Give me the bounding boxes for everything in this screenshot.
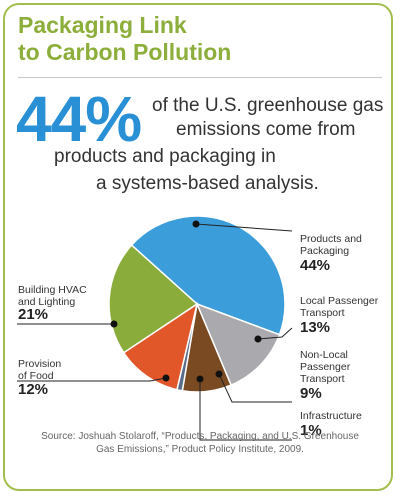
headline-line-4: a systems-based analysis. [96,173,319,194]
dot-hvac [110,320,118,328]
label-hvac-line-2: and Lighting [18,296,76,308]
title-divider [18,77,382,78]
page-title: Packaging Link to Carbon Pollution [18,12,231,66]
label-nonlocal-line-2: Passenger [300,361,351,373]
leader-dots [110,220,262,383]
value-food: 12% [18,381,49,398]
leader-food [17,377,167,382]
label-products-line-2: Packaging [300,245,350,257]
label-nonlocal-line-1: Non-Local [300,349,348,361]
leader-nonlocal [218,373,292,403]
dot-nonlocal [215,370,223,378]
pie-slices [108,215,286,393]
value-local: 13% [300,319,331,336]
title-line-1: Packaging Link [18,12,187,38]
source-note: Source: Joshuah Stolaroff, “Products, Pa… [0,430,400,456]
label-infra-line-1: Infrastructure [300,410,362,422]
value-hvac: 21% [18,306,49,323]
value-infra: 1% [300,422,322,439]
label-hvac-line-1: Building HVAC [18,284,87,296]
value-nonlocal: 9% [300,385,322,402]
pie-slice-provision-of-food [122,302,199,391]
source-line-1: Source: Joshuah Stolaroff, “Products, Pa… [41,431,359,442]
label-food-line-1: Provision [18,358,62,370]
label-local: Local Passenger Transport [300,295,378,319]
headline-line-2: emissions come from [176,119,356,140]
source-line-2: Gas Emissions,” Product Policy Institute… [96,444,304,455]
leader-infra [199,379,292,441]
label-infra: Infrastructure [300,410,362,422]
label-nonlocal: Non-Local Passenger Transport [300,349,350,385]
label-food: Provision of Food [18,358,61,382]
leader-local [257,327,293,340]
label-local-line-2: Transport [300,307,345,319]
headline-line-1: of the U.S. greenhouse gas [152,95,384,116]
label-local-line-1: Local Passenger [300,295,379,307]
leader-lines [17,223,293,441]
label-products: Products and Packaging [300,233,362,257]
dot-local [254,335,262,343]
dot-products [192,220,200,228]
label-food-line-2: of Food [18,370,54,382]
dot-food [162,374,170,382]
label-nonlocal-line-3: Transport [300,373,345,385]
leader-products [195,223,293,232]
headline-percent: 44% [16,83,142,155]
label-hvac: Building HVAC and Lighting [18,284,87,308]
pie-slice-building-hvac-and-lighting [108,244,199,354]
pie-slice-products-and-packaging [130,215,286,336]
title-line-2: to Carbon Pollution [18,39,232,65]
label-products-line-1: Products and [300,233,362,245]
card-border [3,3,393,491]
headline-line-3: products and packaging in [54,146,276,167]
value-products: 44% [300,257,331,274]
dot-infra [196,375,204,383]
